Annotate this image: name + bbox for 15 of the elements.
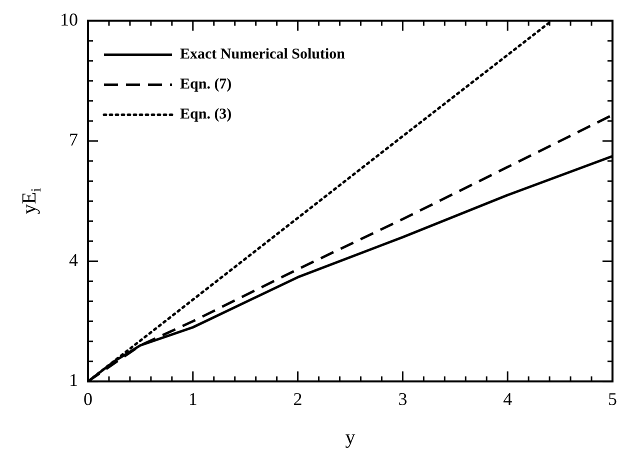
- legend-label: Eqn. (7): [180, 76, 232, 93]
- x-axis-title: y: [345, 426, 356, 448]
- x-tick-label: 0: [84, 388, 92, 409]
- y-tick-label: 4: [69, 250, 78, 270]
- legend-label: Eqn. (3): [180, 106, 232, 123]
- y-tick-label: 1: [69, 370, 78, 390]
- x-tick-label: 3: [398, 388, 408, 409]
- x-tick-label: 4: [503, 388, 512, 409]
- y-tick-label: 7: [69, 130, 78, 150]
- x-tick-label: 2: [293, 388, 302, 409]
- x-tick-label: 1: [188, 388, 198, 409]
- y-axis-title: yEi: [18, 188, 45, 214]
- legend-label: Exact Numerical Solution: [180, 46, 346, 63]
- x-tick-label: 5: [608, 388, 617, 409]
- y-tick-label: 10: [60, 10, 78, 30]
